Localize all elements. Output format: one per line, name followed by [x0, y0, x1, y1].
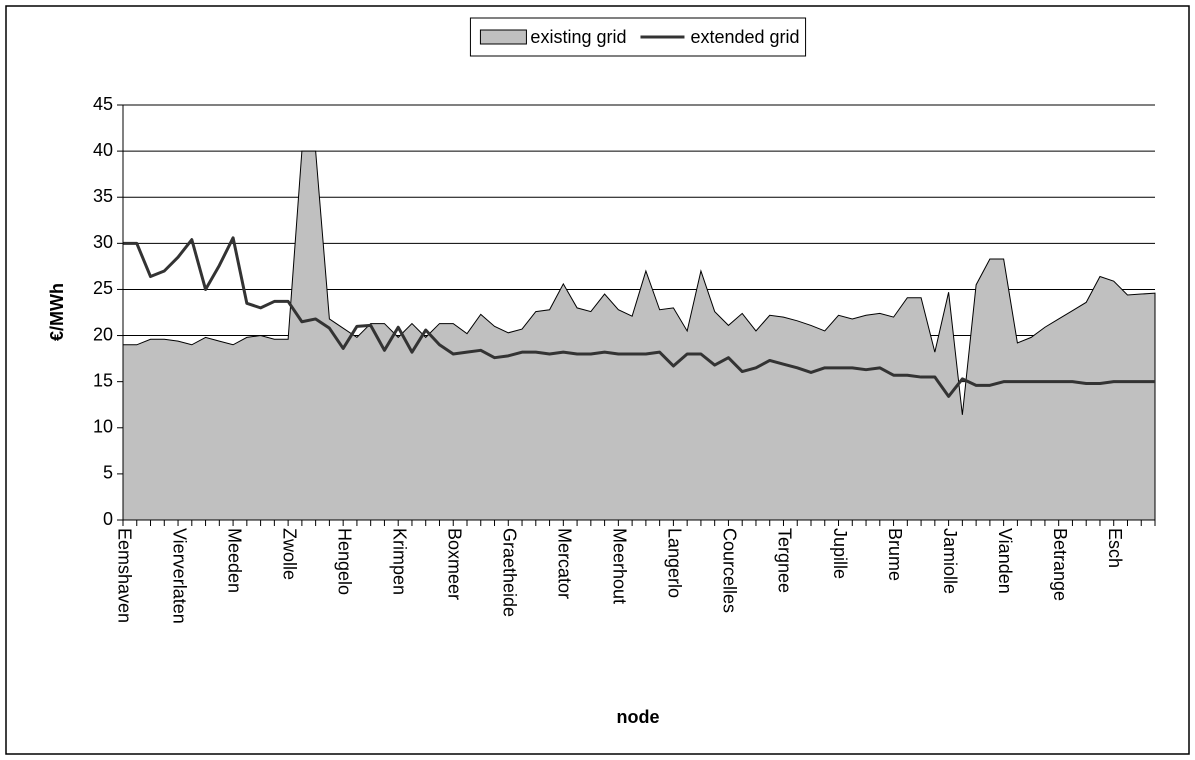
x-axis-label: node — [617, 707, 660, 727]
legend-label: existing grid — [530, 27, 626, 47]
x-tick-label: Tergnee — [775, 528, 795, 593]
y-tick-label: 0 — [103, 509, 113, 529]
y-tick-label: 45 — [93, 94, 113, 114]
x-tick-label: Brume — [885, 528, 905, 581]
y-tick-label: 25 — [93, 278, 113, 298]
legend: existing grid extended grid — [469, 17, 807, 57]
legend-swatch — [479, 29, 527, 45]
x-tick-label: Boxmeer — [444, 528, 464, 600]
y-tick-label: 5 — [103, 463, 113, 483]
x-tick-label: Hengelo — [334, 528, 354, 595]
x-tick-label: Betrange — [1050, 528, 1070, 601]
x-tick-label: Jupille — [830, 528, 850, 579]
y-tick-label: 30 — [93, 232, 113, 252]
y-tick-label: 10 — [93, 417, 113, 437]
x-tick-label: Graetheide — [500, 528, 520, 617]
legend-label: extended grid — [690, 27, 799, 47]
y-tick-label: 40 — [93, 140, 113, 160]
x-tick-label: Langerlo — [665, 528, 685, 598]
y-tick-label: 20 — [93, 324, 113, 344]
line — [123, 236, 1155, 398]
x-tick-label: Mercator — [555, 528, 575, 599]
x-tick-label: Meerhout — [610, 528, 630, 604]
x-tick-label: Zwolle — [279, 528, 299, 580]
x-tick-label: Esch — [1105, 528, 1125, 568]
x-tick-label: Meeden — [224, 528, 244, 593]
y-axis-label: €/MWh — [47, 283, 67, 341]
y-tick-label: 35 — [93, 186, 113, 206]
x-tick-label: Vianden — [995, 528, 1015, 594]
x-tick-label: Courcelles — [720, 528, 740, 613]
x-tick-label: Jamiolle — [940, 528, 960, 594]
area — [122, 150, 1156, 521]
x-tick-label: Vierverlaten — [169, 528, 189, 624]
x-tick-label: Eemshaven — [114, 528, 134, 623]
y-tick-label: 15 — [93, 370, 113, 390]
x-tick-label: Krimpen — [389, 528, 409, 595]
